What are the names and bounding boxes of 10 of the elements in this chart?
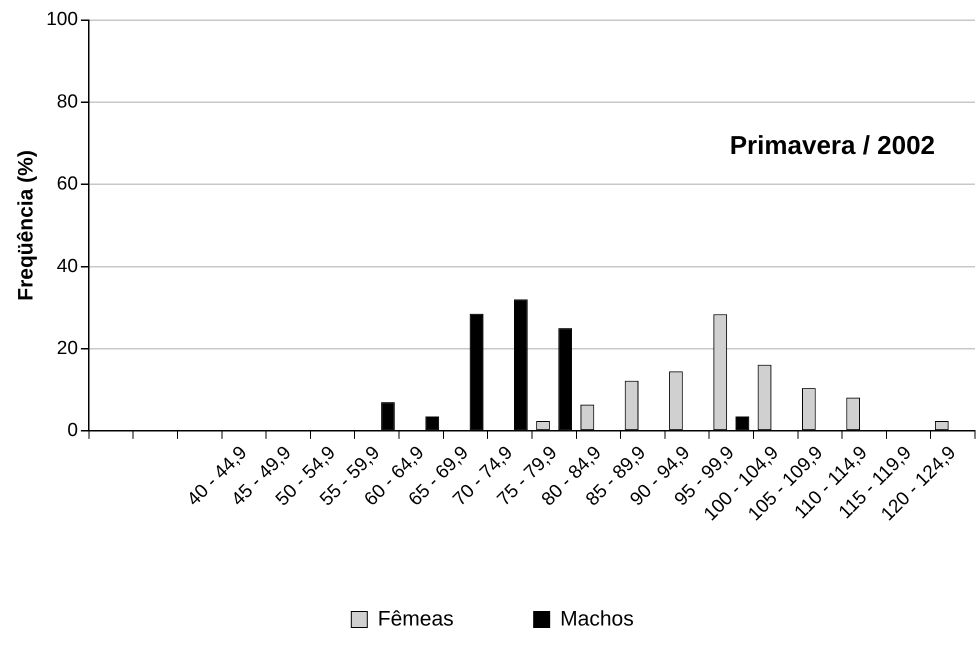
legend-label: Fêmeas [378, 607, 454, 630]
y-tick-label: 0 [67, 420, 78, 442]
y-axis-title: Freqüência (%) [14, 150, 38, 301]
y-tick-label: 100 [46, 9, 78, 30]
y-tick-label: 80 [56, 91, 78, 112]
y-tick-label: 20 [56, 338, 78, 359]
y-tick-label: 40 [56, 256, 78, 277]
annotation: Primavera / 2002 [730, 130, 935, 160]
y-tick-label: 60 [56, 174, 78, 195]
legend-label: Machos [560, 607, 634, 630]
